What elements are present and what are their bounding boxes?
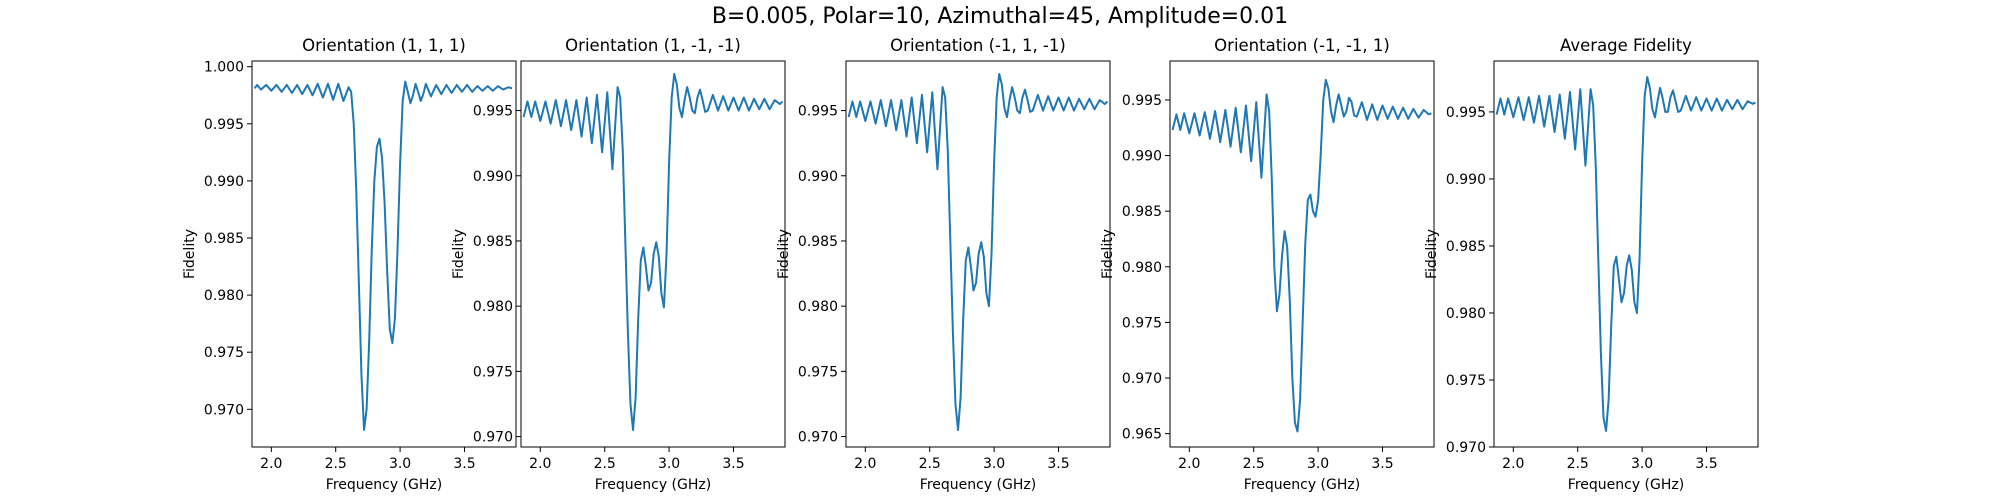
x-tick-label: 2.5: [325, 456, 347, 472]
subplot-4: 2.0 2.5 3.0 3.5 0.965 0.970 0.975 0.980 0.985 0.9…: [1100, 36, 1435, 493]
subplot-title: Orientation (-1, 1, -1): [890, 36, 1066, 55]
y-axis-label: Fidelity: [1100, 229, 1116, 279]
series-line-1: [253, 80, 513, 431]
x-tick-label: 2.5: [919, 456, 941, 472]
y-axis-label: Fidelity: [451, 229, 467, 279]
y-tick-label: 0.980: [798, 299, 838, 315]
x-tick-label: 3.5: [722, 456, 744, 472]
y-axis-label: Fidelity: [1424, 229, 1440, 279]
y-tick-label: 0.985: [798, 234, 838, 250]
x-tick-label: 2.5: [1243, 456, 1265, 472]
x-axis-label: Frequency (GHz): [920, 477, 1036, 493]
y-tick-label: 0.980: [204, 288, 244, 304]
x-axis-label: Frequency (GHz): [1244, 477, 1360, 493]
subplot-title: Orientation (1, -1, -1): [565, 36, 741, 55]
y-tick-label: 0.990: [204, 174, 244, 190]
y-tick-label: 0.970: [204, 402, 244, 418]
y-tick-label: 0.995: [798, 104, 838, 120]
x-tick-label: 3.0: [983, 456, 1005, 472]
x-tick-label: 2.0: [1178, 456, 1200, 472]
y-tick-label: 0.965: [1122, 427, 1162, 443]
subplot-3: 2.0 2.5 3.0 3.5 0.970 0.975 0.980 0.985 0.990 0.9…: [776, 36, 1111, 493]
x-tick-label: 2.0: [260, 456, 282, 472]
plot-frame: [520, 60, 786, 448]
x-tick-label: 3.5: [1371, 456, 1393, 472]
subplot-5: 2.0 2.5 3.0 3.5 0.970 0.975 0.980 0.985 0.990 0.9…: [1424, 36, 1759, 493]
series-line-1: [1495, 76, 1756, 432]
x-axis-label: Frequency (GHz): [326, 477, 442, 493]
y-tick-label: 0.990: [1446, 172, 1486, 188]
x-tick-label: 3.0: [389, 456, 411, 472]
x-tick-label: 2.5: [1567, 456, 1589, 472]
plot-frame: [1169, 60, 1435, 448]
y-axis-label: Fidelity: [776, 229, 792, 279]
x-tick-label: 2.0: [529, 456, 551, 472]
y-tick-label: 0.985: [473, 234, 513, 250]
x-tick-label: 2.0: [1502, 456, 1524, 472]
y-tick-label: 0.985: [1122, 204, 1162, 220]
plot-frame: [1493, 60, 1759, 448]
y-tick-label: 1.000: [204, 60, 244, 76]
y-tick-label: 0.975: [204, 345, 244, 361]
y-tick-label: 0.980: [1446, 306, 1486, 322]
plot-frame: [251, 60, 517, 448]
subplot-title: Average Fidelity: [1560, 36, 1692, 55]
series-line-1: [522, 73, 784, 432]
y-tick-label: 0.990: [1122, 149, 1162, 165]
x-tick-label: 2.0: [854, 456, 876, 472]
y-tick-label: 0.995: [1446, 105, 1486, 121]
x-tick-label: 3.0: [1307, 456, 1329, 472]
x-tick-label: 3.5: [1695, 456, 1717, 472]
figure-suptitle: B=0.005, Polar=10, Azimuthal=45, Amplitu…: [711, 4, 1289, 29]
y-tick-label: 0.995: [473, 104, 513, 120]
y-tick-label: 0.975: [1446, 373, 1486, 389]
y-tick-label: 0.970: [1122, 371, 1162, 387]
x-axis-label: Frequency (GHz): [1568, 477, 1684, 493]
y-tick-label: 0.985: [1446, 239, 1486, 255]
x-tick-label: 2.5: [594, 456, 616, 472]
plot-frame: [845, 60, 1111, 448]
y-tick-label: 0.995: [1122, 93, 1162, 109]
x-tick-label: 3.0: [658, 456, 680, 472]
y-axis-label: Fidelity: [182, 229, 198, 279]
series-line-1: [847, 73, 1109, 432]
subplot-title: Orientation (1, 1, 1): [302, 36, 466, 55]
y-tick-label: 0.970: [798, 430, 838, 446]
y-tick-label: 0.975: [798, 364, 838, 380]
y-tick-label: 0.975: [473, 364, 513, 380]
subplot-1: 2.0 2.5 3.0 3.5 0.970 0.975 0.980 0.985 0.990 0.9…: [182, 36, 517, 493]
x-tick-label: 3.0: [1631, 456, 1653, 472]
subplot-2: 2.0 2.5 3.0 3.5 0.970 0.975 0.980 0.985 0.990 0.9…: [451, 36, 786, 493]
y-tick-label: 0.975: [1122, 315, 1162, 331]
x-tick-label: 3.5: [1047, 456, 1069, 472]
y-tick-label: 0.980: [1122, 260, 1162, 276]
y-tick-label: 0.970: [473, 430, 513, 446]
y-tick-label: 0.995: [204, 117, 244, 133]
subplot-title: Orientation (-1, -1, 1): [1214, 36, 1390, 55]
x-axis-label: Frequency (GHz): [595, 477, 711, 493]
y-tick-label: 0.970: [1446, 440, 1486, 456]
y-tick-label: 0.990: [473, 169, 513, 185]
y-tick-label: 0.980: [473, 299, 513, 315]
x-tick-label: 3.5: [453, 456, 475, 472]
y-tick-label: 0.990: [798, 169, 838, 185]
series-line-1: [1171, 78, 1432, 433]
y-tick-label: 0.985: [204, 231, 244, 247]
